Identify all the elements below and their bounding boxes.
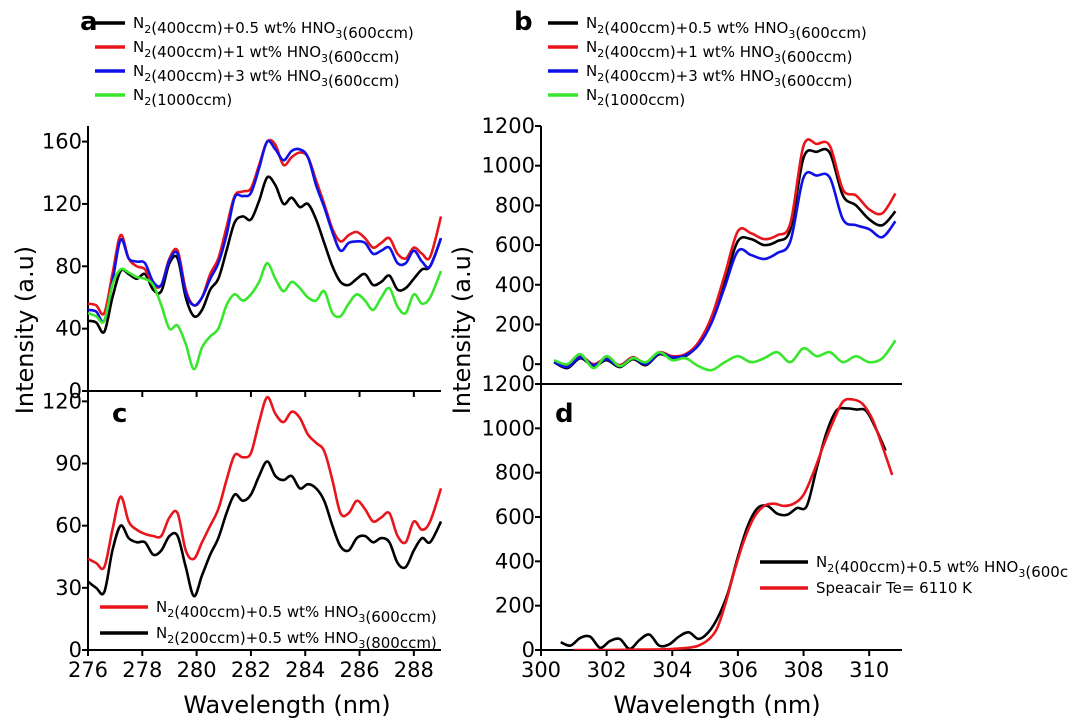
series-line-b-2: [553, 170, 897, 369]
x-tick-label-c: 280: [177, 658, 217, 682]
legend-label-c-0: N2(400ccm)+0.5 wt% HNO3(600ccm): [156, 598, 437, 626]
y-tick-label-c: 30: [55, 576, 82, 600]
legend-label-a-0: N2(400ccm)+0.5 wt% HNO3(600ccm): [133, 14, 414, 42]
y-tick-label-a: 120: [42, 192, 82, 216]
series-line-d-0: [560, 406, 887, 650]
x-tick-label-d: 306: [718, 658, 758, 682]
y-tick-label-b: 200: [495, 312, 535, 336]
xlabel-right: Wavelength (nm): [613, 691, 820, 719]
y-tick-label-d: 1200: [482, 372, 535, 396]
legend-label-d-0: N2(400ccm)+0.5 wt% HNO3(600ccm): [816, 553, 1069, 581]
legend-label-a-3: N2(1000ccm): [133, 86, 232, 109]
x-tick-label-d: 302: [587, 658, 627, 682]
x-tick-label-c: 286: [339, 658, 379, 682]
y-tick-label-a: 40: [55, 317, 82, 341]
x-tick-label-c: 288: [394, 658, 434, 682]
y-tick-label-b: 1000: [482, 154, 535, 178]
series-line-a-2: [88, 139, 443, 324]
y-tick-label-d: 1000: [482, 416, 535, 440]
x-tick-label-c: 278: [122, 658, 162, 682]
panel-c: 0 30 60 90 120 276 278 280 282 284 286 288 N2(400ccm…: [42, 389, 443, 682]
x-tick-label-d: 310: [849, 658, 889, 682]
xlabel-left: Wavelength (nm): [183, 691, 390, 719]
legend-label-b-2: N2(400ccm)+3 wt% HNO3(600ccm): [586, 62, 853, 90]
y-tick-label-a: 160: [42, 130, 82, 154]
y-tick-label-a: 80: [55, 254, 82, 278]
y-tick-label-c: 90: [55, 452, 82, 476]
y-tick-label-b: 0: [522, 352, 535, 376]
series-line-a-3: [88, 261, 443, 371]
legend-label-c-1: N2(200ccm)+0.5 wt% HNO3(800ccm): [156, 624, 437, 652]
y-tick-label-d: 400: [495, 549, 535, 573]
legend-label-a-2: N2(400ccm)+3 wt% HNO3(600ccm): [133, 62, 400, 90]
x-tick-label-d: 308: [783, 658, 823, 682]
series-line-a-0: [88, 175, 443, 334]
y-tick-label-d: 200: [495, 594, 535, 618]
y-tick-label-d: 0: [522, 638, 535, 662]
y-tick-label-b: 1200: [482, 114, 535, 138]
legend-label-d-1: Speacair Te= 6110 K: [816, 579, 973, 597]
panel-letter-c: c: [112, 399, 127, 429]
legend-label-b-1: N2(400ccm)+1 wt% HNO3(600ccm): [586, 38, 853, 66]
series-line-c-1: [88, 460, 443, 598]
y-tick-label-c: 0: [69, 638, 82, 662]
x-tick-label-d: 300: [521, 658, 561, 682]
series-line-c-0: [88, 395, 443, 571]
panel-d: 0 200 400 600 800 1000 1200 300 302 304 306 308 310 N…: [482, 372, 1069, 682]
y-tick-label-b: 800: [495, 193, 535, 217]
series-line-b-3: [553, 339, 897, 372]
y-tick-label-c: 120: [42, 389, 82, 413]
x-tick-label-c: 284: [285, 658, 325, 682]
legend-label-b-3: N2(1000ccm): [586, 86, 685, 109]
legend-label-a-1: N2(400ccm)+1 wt% HNO3(600ccm): [133, 38, 400, 66]
series-line-b-1: [553, 138, 897, 368]
y-tick-label-d: 800: [495, 461, 535, 485]
y-tick-label-c: 60: [55, 514, 82, 538]
ylabel-left: Intensity (a.u): [11, 246, 39, 414]
x-tick-label-c: 282: [231, 658, 271, 682]
y-tick-label-b: 400: [495, 273, 535, 297]
panel-letter-d: d: [555, 399, 574, 429]
x-tick-label-c: 276: [68, 658, 108, 682]
panel-letter-a: a: [80, 7, 98, 37]
y-tick-label-a: 0: [69, 379, 82, 403]
legend-label-b-0: N2(400ccm)+0.5 wt% HNO3(600ccm): [586, 14, 867, 42]
series-line-d-1: [573, 397, 894, 650]
x-tick-label-d: 304: [652, 658, 692, 682]
panel-letter-b: b: [514, 7, 533, 37]
series-line-b-0: [553, 147, 897, 370]
panel-a: 0 40 80 120 160 N2(400ccm)+0.5 wt% HNO3(600cc…: [42, 14, 443, 403]
panel-b: 0 200 400 600 800 1000 1200 N2(400ccm)+0.5 wt% …: [482, 14, 902, 385]
y-tick-label-d: 600: [495, 505, 535, 529]
y-tick-label-b: 600: [495, 233, 535, 257]
ylabel-right: Intensity (a.u): [448, 246, 476, 414]
